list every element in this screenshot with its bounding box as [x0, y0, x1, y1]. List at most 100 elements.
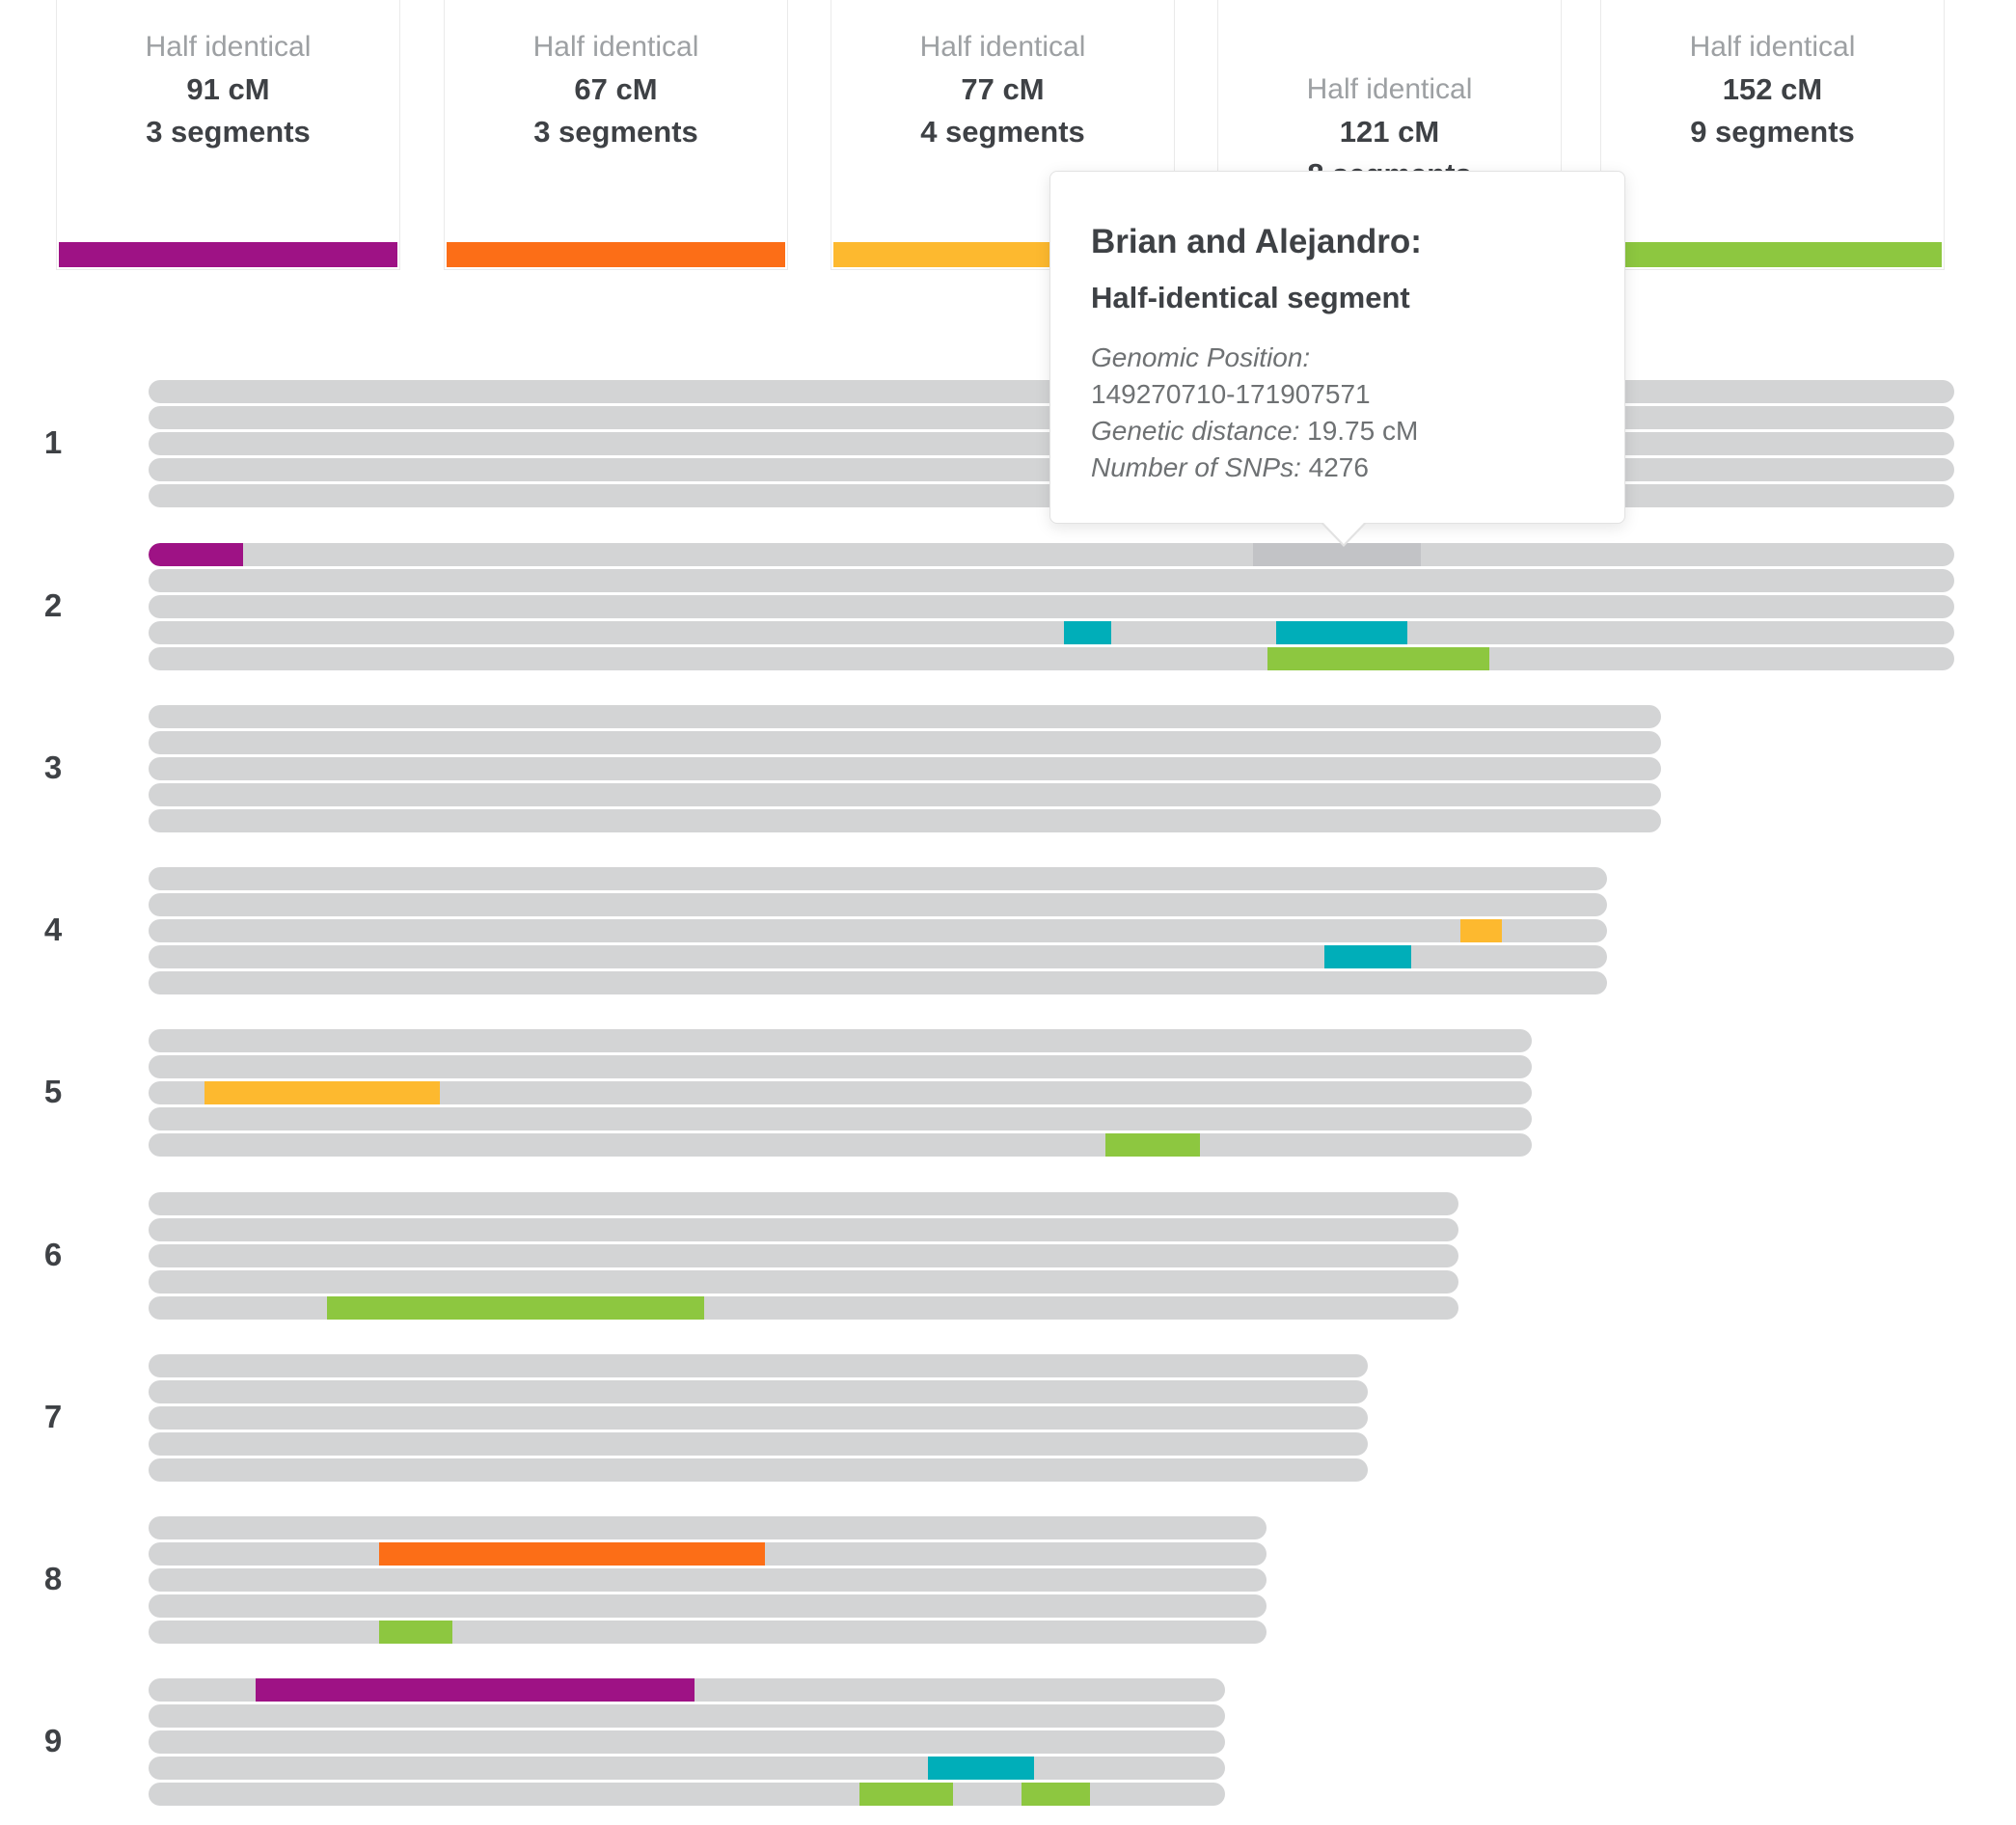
- card-segment-count: 3 segments: [533, 115, 698, 149]
- summary-card[interactable]: Half identical 91 cM 3 segments: [56, 0, 400, 270]
- tooltip-row-label: Number of SNPs:: [1091, 452, 1301, 482]
- card-segment-count: 9 segments: [1690, 115, 1855, 149]
- chromosome-label: 2: [43, 587, 63, 623]
- dna-segment[interactable]: [1064, 621, 1111, 644]
- chromosome-bar[interactable]: [149, 1406, 1368, 1430]
- chromosome-label: 4: [43, 912, 63, 947]
- card-type-label: Half identical: [1306, 73, 1473, 105]
- chromosome-bar[interactable]: [149, 595, 1954, 618]
- card-type-label: Half identical: [919, 31, 1086, 63]
- tooltip-body: Genomic Position: 149270710-171907571 Gene…: [1091, 340, 1590, 486]
- card-cm-value: 152 cM: [1722, 72, 1823, 106]
- chromosome-bar[interactable]: [149, 1704, 1225, 1728]
- card-type-label: Half identical: [532, 31, 699, 63]
- chromosome-bar[interactable]: [149, 1270, 1458, 1294]
- dna-segment[interactable]: [1105, 1133, 1200, 1157]
- card-cm-value: 121 cM: [1339, 115, 1440, 149]
- dna-segment[interactable]: [379, 1621, 452, 1644]
- chromosome-bar[interactable]: [149, 971, 1607, 994]
- chromosome-bar[interactable]: [149, 1133, 1532, 1157]
- dna-segment[interactable]: [1022, 1783, 1090, 1806]
- chromosome-bar[interactable]: [149, 705, 1661, 728]
- chromosome-bar[interactable]: [149, 543, 1954, 566]
- chromosome-label: 6: [43, 1237, 63, 1272]
- chromosome-bar[interactable]: [149, 757, 1661, 780]
- tooltip-row-value-line: 149270710-171907571: [1091, 376, 1590, 413]
- chromosome-bar[interactable]: [149, 1296, 1458, 1320]
- dna-segment[interactable]: [1276, 621, 1407, 644]
- dna-segment[interactable]: [1460, 919, 1502, 942]
- tooltip-row-value: 149270710-171907571: [1091, 379, 1371, 409]
- dna-segment[interactable]: [327, 1296, 704, 1320]
- card-cm-value: 77 cM: [961, 72, 1045, 106]
- dna-segment[interactable]: [149, 543, 243, 566]
- card-accent-strip: [447, 242, 785, 267]
- chromosome-bar[interactable]: [149, 647, 1954, 670]
- card-type-label: Half identical: [145, 31, 312, 63]
- tooltip-row-value: 4276: [1308, 452, 1369, 482]
- dna-segment[interactable]: [928, 1757, 1034, 1780]
- tooltip-subtitle: Half-identical segment: [1091, 281, 1410, 314]
- chromosome-label: 9: [43, 1723, 63, 1758]
- chromosome-bar[interactable]: [149, 809, 1661, 832]
- summary-card-text: Half identical 77 cM 4 segments: [831, 0, 1174, 153]
- chromosome-bar[interactable]: [149, 1107, 1532, 1130]
- card-type-label: Half identical: [1689, 31, 1856, 63]
- chromosome-bar[interactable]: [149, 1192, 1458, 1215]
- chromosome-bar[interactable]: [149, 1783, 1225, 1806]
- tooltip-row-label: Genomic Position:: [1091, 342, 1311, 372]
- chromosome-bar[interactable]: [149, 1081, 1532, 1104]
- chromosome-bar[interactable]: [149, 1542, 1267, 1566]
- dna-segment[interactable]: [204, 1081, 440, 1104]
- chromosome-bar[interactable]: [149, 1516, 1267, 1539]
- chromosome-bar[interactable]: [149, 1678, 1225, 1702]
- card-segment-count: 3 segments: [146, 115, 311, 149]
- summary-card[interactable]: Half identical 67 cM 3 segments: [444, 0, 788, 270]
- chromosome-bar[interactable]: [149, 1594, 1267, 1618]
- chromosome-bar[interactable]: [149, 1380, 1368, 1403]
- chromosome-bar[interactable]: [149, 867, 1607, 890]
- chromosome-label: 1: [43, 424, 63, 460]
- summary-card-text: Half identical 67 cM 3 segments: [445, 0, 787, 153]
- tooltip-row: Number of SNPs: 4276: [1091, 449, 1590, 486]
- segment-tooltip: Brian and Alejandro: Half-identical segm…: [1049, 171, 1625, 547]
- chromosome-bar[interactable]: [149, 1055, 1532, 1078]
- chromosome-bar[interactable]: [149, 1568, 1267, 1592]
- dna-segment[interactable]: [1267, 647, 1489, 670]
- chromosome-bar[interactable]: [149, 1029, 1532, 1052]
- summary-card-text: Half identical 152 cM 9 segments: [1601, 0, 1944, 153]
- dna-segment-highlighted[interactable]: [1253, 543, 1421, 566]
- tooltip-row-label: Genetic distance:: [1091, 416, 1300, 446]
- card-accent-strip: [1603, 242, 1942, 267]
- chromosome-bar[interactable]: [149, 1458, 1368, 1482]
- chromosome-bar[interactable]: [149, 1730, 1225, 1754]
- summary-card[interactable]: Half identical 152 cM 9 segments: [1600, 0, 1945, 270]
- card-cm-value: 91 cM: [186, 72, 270, 106]
- dna-segment[interactable]: [1324, 945, 1411, 968]
- chromosome-bar[interactable]: [149, 1432, 1368, 1456]
- chromosome-bar[interactable]: [149, 919, 1607, 942]
- chromosome-bar[interactable]: [149, 1354, 1368, 1377]
- tooltip-row: Genetic distance: 19.75 cM: [1091, 413, 1590, 449]
- chromosome-bar[interactable]: [149, 783, 1661, 806]
- chromosome-bar[interactable]: [149, 1218, 1458, 1241]
- chromosome-bar[interactable]: [149, 893, 1607, 916]
- tooltip-row-value: 19.75 cM: [1307, 416, 1419, 446]
- chromosome-bar[interactable]: [149, 621, 1954, 644]
- dna-segment[interactable]: [256, 1678, 695, 1702]
- chromosome-label: 3: [43, 749, 63, 785]
- chromosome-bar[interactable]: [149, 945, 1607, 968]
- dna-segment[interactable]: [379, 1542, 765, 1566]
- chromosome-bar[interactable]: [149, 1757, 1225, 1780]
- chromosome-bar[interactable]: [149, 569, 1954, 592]
- chromosome-label: 7: [43, 1399, 63, 1434]
- chromosome-bar[interactable]: [149, 1244, 1458, 1267]
- chromosome-label: 8: [43, 1561, 63, 1596]
- chromosome-bar[interactable]: [149, 1621, 1267, 1644]
- dna-segment[interactable]: [859, 1783, 953, 1806]
- tooltip-row: Genomic Position:: [1091, 340, 1590, 376]
- card-cm-value: 67 cM: [574, 72, 658, 106]
- chromosome-bar[interactable]: [149, 731, 1661, 754]
